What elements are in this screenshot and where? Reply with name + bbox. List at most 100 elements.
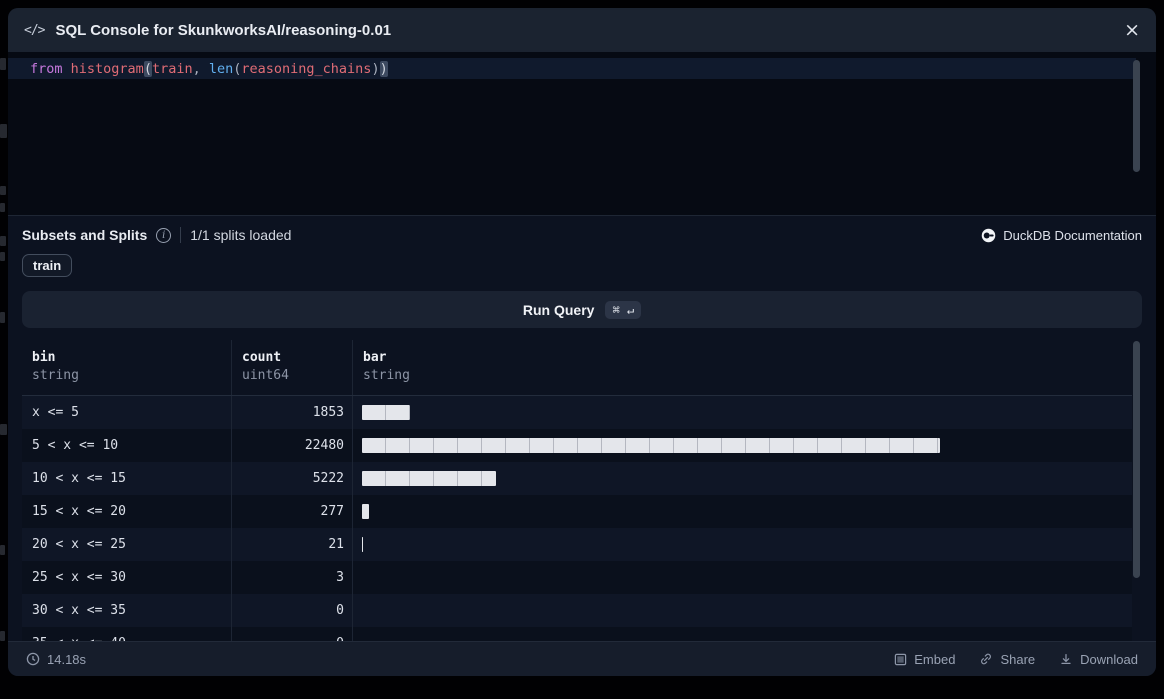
backdrop-fragment — [0, 236, 6, 246]
table-header-row: bin string count uint64 bar string — [22, 340, 1132, 396]
download-button[interactable]: Download — [1059, 652, 1138, 667]
backdrop-fragment — [0, 424, 7, 435]
run-query-label: Run Query — [522, 301, 595, 318]
close-button[interactable]: × — [1124, 18, 1140, 41]
query-duration-value: 14.18s — [47, 651, 87, 667]
duckdb-logo-icon — [981, 228, 996, 243]
column-type: uint64 — [242, 368, 289, 383]
results-table: bin string count uint64 bar string x <= … — [22, 340, 1132, 642]
keyboard-shortcut-badge: ⌘ ↵ — [605, 300, 642, 319]
column-name: bar — [363, 350, 387, 365]
modal-footer: 14.18s Embed — [8, 641, 1156, 676]
bar-cell — [353, 627, 1132, 642]
column-name: bin — [32, 350, 56, 365]
info-icon[interactable]: i — [156, 227, 172, 243]
code-token: ( — [143, 60, 152, 77]
table-row[interactable]: 35 < x <= 400 — [22, 627, 1132, 642]
link-icon — [979, 652, 993, 666]
bar-cell — [353, 462, 1132, 495]
modal-title: SQL Console for SkunkworksAI/reasoning-0… — [55, 21, 392, 39]
share-button[interactable]: Share — [979, 652, 1035, 667]
count-cell: 3 — [232, 561, 353, 594]
section-divider — [8, 215, 1156, 216]
editor-scrollbar[interactable] — [1133, 60, 1140, 172]
histogram-bar — [362, 504, 369, 519]
table-row[interactable]: 15 < x <= 20 277 — [22, 495, 1132, 528]
table-body: x <= 5 1853 5 < x <= 10 22480 10 < x <= 15 52… — [22, 396, 1132, 642]
embed-button[interactable]: Embed — [894, 652, 955, 667]
table-scrollbar[interactable] — [1133, 341, 1140, 578]
backdrop-fragment — [0, 631, 5, 641]
code-token: ) — [379, 60, 388, 77]
run-query-button[interactable]: Run Query ⌘ ↵ — [22, 291, 1142, 328]
count-cell: 5222 — [232, 462, 353, 495]
count-cell: 0 — [232, 594, 353, 627]
subsets-section-header: Subsets and Splits i 1/1 splits loaded D… — [22, 225, 1142, 245]
sql-editor[interactable]: from histogram(train, len(reasoning_chai… — [8, 52, 1156, 215]
table-row[interactable]: x <= 5 1853 — [22, 396, 1132, 429]
code-token: reasoning_chains — [241, 60, 372, 77]
bin-cell: 25 < x <= 30 — [22, 561, 232, 594]
table-row[interactable]: 5 < x <= 10 22480 — [22, 429, 1132, 462]
embed-icon — [894, 653, 907, 666]
backdrop-fragment — [0, 58, 6, 70]
histogram-bar — [362, 405, 410, 420]
footer-actions: Embed Share — [894, 652, 1138, 667]
column-type: string — [32, 368, 79, 383]
count-cell: 1853 — [232, 396, 353, 429]
bar-cell — [353, 396, 1132, 429]
vertical-separator — [180, 227, 182, 243]
bin-cell: 5 < x <= 10 — [22, 429, 232, 462]
table-row[interactable]: 10 < x <= 15 5222 — [22, 462, 1132, 495]
count-cell: 21 — [232, 528, 353, 561]
bin-cell: 15 < x <= 20 — [22, 495, 232, 528]
backdrop-fragment — [0, 203, 5, 212]
count-cell: 22480 — [232, 429, 353, 462]
backdrop-fragment — [0, 545, 5, 555]
table-row[interactable]: 25 < x <= 30 3 — [22, 561, 1132, 594]
query-duration: 14.18s — [26, 652, 86, 667]
share-label: Share — [1000, 651, 1036, 667]
bar-cell — [353, 528, 1132, 561]
bin-cell: 35 < x <= 40 — [22, 627, 232, 642]
bin-cell: 30 < x <= 35 — [22, 594, 232, 627]
code-token: ( — [233, 60, 242, 77]
column-header-bin: bin string — [22, 340, 232, 395]
download-icon — [1059, 652, 1073, 666]
sql-console-modal: </> SQL Console for SkunkworksAI/reasoni… — [8, 8, 1156, 676]
split-chip-train[interactable]: train — [22, 254, 73, 277]
backdrop-fragment — [0, 186, 6, 195]
backdrop-fragment — [0, 124, 7, 138]
splits-loaded-text: 1/1 splits loaded — [190, 227, 292, 243]
histogram-bar — [362, 537, 363, 552]
column-type: string — [363, 368, 410, 383]
code-token: histogram — [70, 60, 144, 77]
bar-cell — [353, 594, 1132, 627]
bar-cell — [353, 561, 1132, 594]
download-label: Download — [1080, 651, 1138, 667]
duckdb-doc-label: DuckDB Documentation — [1003, 227, 1142, 243]
code-token: from — [30, 60, 63, 77]
code-token: , — [192, 60, 209, 77]
duckdb-doc-link[interactable]: DuckDB Documentation — [981, 228, 1142, 243]
count-cell: 0 — [232, 627, 353, 642]
backdrop-fragment — [0, 312, 5, 323]
table-row[interactable]: 20 < x <= 25 21 — [22, 528, 1132, 561]
bin-cell: 20 < x <= 25 — [22, 528, 232, 561]
splits-chip-row: train — [22, 254, 73, 277]
code-token: len — [208, 60, 234, 77]
code-token: train — [151, 60, 193, 77]
bar-cell — [353, 495, 1132, 528]
modal-header: </> SQL Console for SkunkworksAI/reasoni… — [8, 8, 1156, 52]
bin-cell: 10 < x <= 15 — [22, 462, 232, 495]
column-header-count: count uint64 — [232, 340, 353, 395]
subsets-heading: Subsets and Splits — [22, 227, 148, 243]
sql-query-line[interactable]: from histogram(train, len(reasoning_chai… — [8, 58, 1136, 79]
bar-cell — [353, 429, 1132, 462]
clock-icon — [26, 652, 40, 666]
code-icon: </> — [24, 22, 46, 38]
column-header-bar: bar string — [353, 340, 1132, 395]
table-row[interactable]: 30 < x <= 35 0 — [22, 594, 1132, 627]
histogram-bar — [362, 471, 496, 486]
code-token: ) — [371, 60, 380, 77]
